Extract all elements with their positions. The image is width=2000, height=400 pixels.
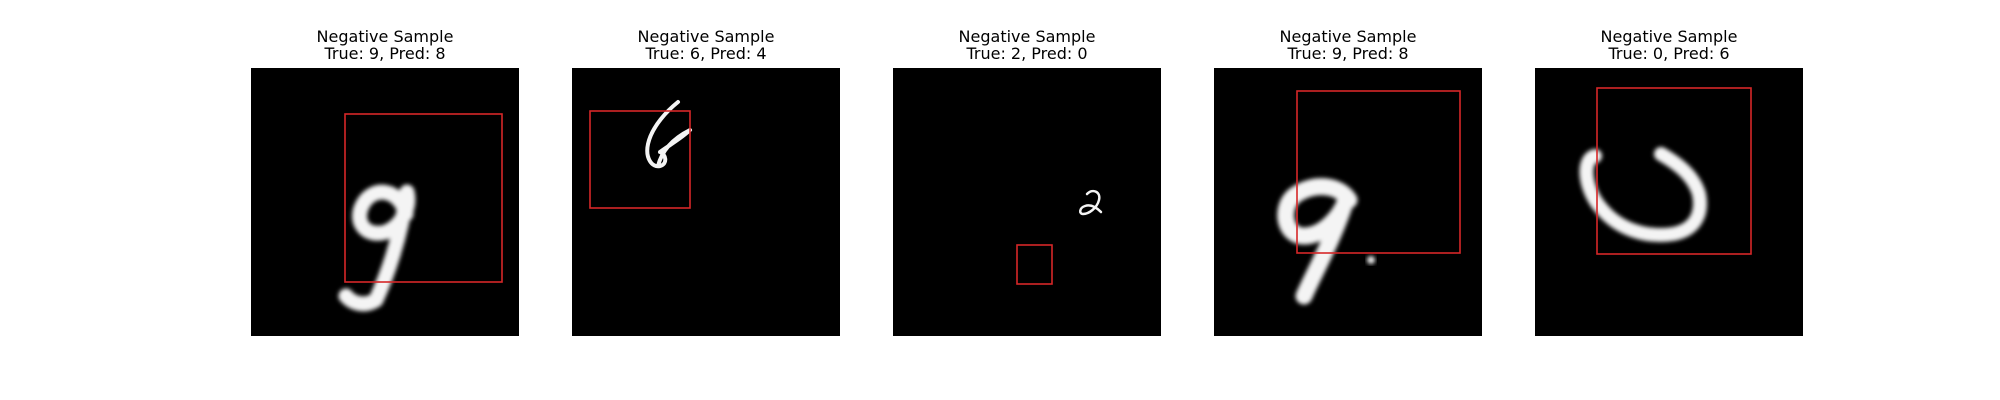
sample-panel-4: Negative Sample True: 9, Pred: 8 [1214, 0, 1482, 400]
digit-6-icon [645, 100, 692, 169]
panel-title: Negative Sample True: 9, Pred: 8 [1174, 28, 1522, 62]
digit-9-icon [1277, 178, 1375, 305]
digit-9-icon [338, 184, 416, 312]
panel-label: True: 0, Pred: 6 [1608, 44, 1730, 63]
sample-image [893, 68, 1161, 336]
bounding-box [1596, 87, 1752, 255]
sample-panel-5: Negative Sample True: 0, Pred: 6 [1535, 0, 1803, 400]
bounding-box [589, 110, 691, 209]
digit-0-icon [1579, 147, 1707, 242]
bounding-box [1296, 90, 1461, 254]
panel-heading: Negative Sample [1600, 27, 1738, 46]
panel-heading: Negative Sample [958, 27, 1096, 46]
panel-heading: Negative Sample [316, 27, 454, 46]
panel-title: Negative Sample True: 0, Pred: 6 [1495, 28, 1843, 62]
panel-heading: Negative Sample [1279, 27, 1417, 46]
panel-label: True: 6, Pred: 4 [645, 44, 767, 63]
panel-title: Negative Sample True: 6, Pred: 4 [532, 28, 880, 62]
panel-label: True: 9, Pred: 8 [1287, 44, 1409, 63]
sample-image [251, 68, 519, 336]
sample-image [1535, 68, 1803, 336]
bounding-box [1016, 244, 1053, 285]
sample-image [572, 68, 840, 336]
digit-2-icon [1079, 189, 1103, 216]
sample-panel-2: Negative Sample True: 6, Pred: 4 [572, 0, 840, 400]
sample-panel-3: Negative Sample True: 2, Pred: 0 [893, 0, 1161, 400]
panel-title: Negative Sample True: 9, Pred: 8 [211, 28, 559, 62]
panel-title: Negative Sample True: 2, Pred: 0 [853, 28, 1201, 62]
panel-heading: Negative Sample [637, 27, 775, 46]
sample-image [1214, 68, 1482, 336]
panel-label: True: 9, Pred: 8 [324, 44, 446, 63]
sample-panel-1: Negative Sample True: 9, Pred: 8 [251, 0, 519, 400]
bounding-box [344, 113, 503, 283]
panel-label: True: 2, Pred: 0 [966, 44, 1088, 63]
